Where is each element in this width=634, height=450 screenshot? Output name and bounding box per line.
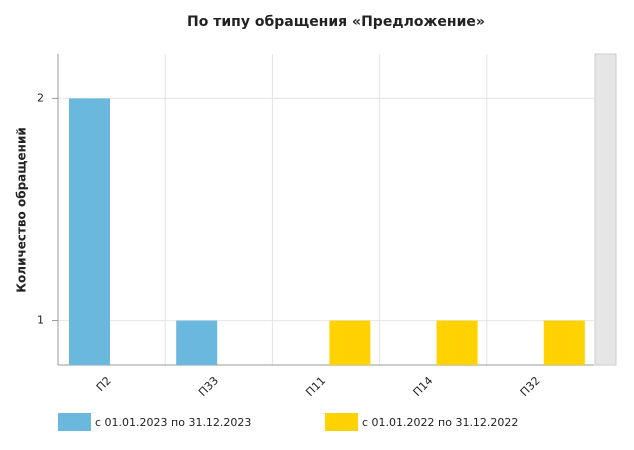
bar [543, 320, 585, 365]
bar [69, 98, 110, 365]
y-tick-label: 2 [37, 91, 44, 104]
legend-swatch [58, 413, 91, 431]
bar [329, 320, 371, 365]
legend-label: с 01.01.2023 по 31.12.2023 [95, 416, 251, 429]
bar [176, 320, 218, 365]
legend-label: с 01.01.2022 по 31.12.2022 [362, 416, 518, 429]
scrollbar [594, 53, 617, 366]
bar [436, 320, 478, 365]
y-tick-label: 1 [37, 314, 44, 327]
legend-swatch [325, 413, 358, 431]
y-axis-label: Количество обращений [15, 127, 29, 293]
chart-title: По типу обращения «Предложение» [187, 14, 485, 30]
